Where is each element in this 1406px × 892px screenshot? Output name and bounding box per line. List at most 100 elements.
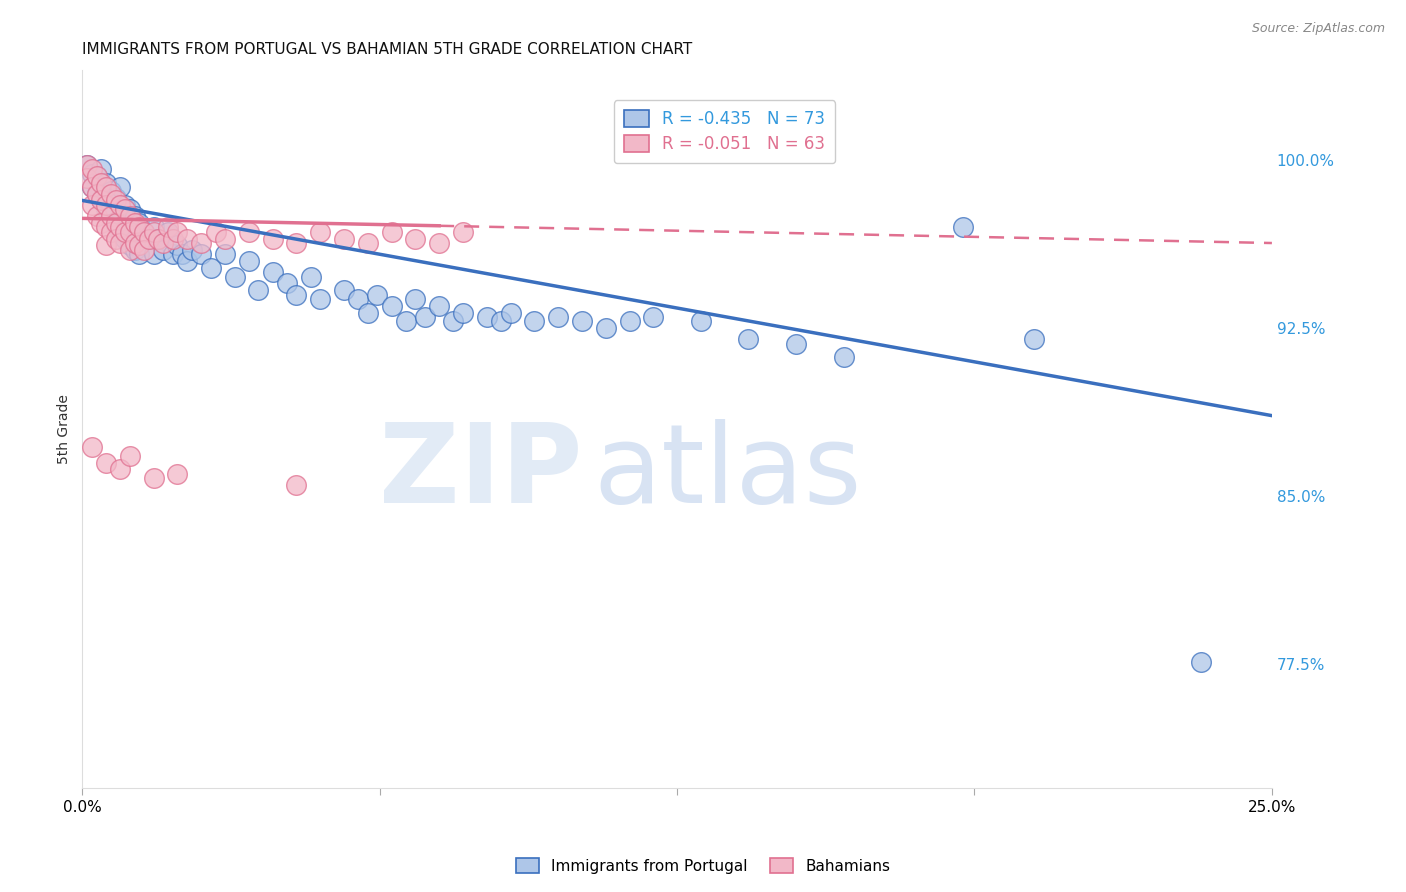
Point [547,310,569,324]
Point [100,186,122,201]
Point [134,243,156,257]
Point [86,209,108,223]
Point [190,247,212,261]
Point [152,243,174,257]
Point [104,218,127,232]
Point [138,231,160,245]
Point [299,269,322,284]
Point [128,238,150,252]
Point [285,235,308,250]
Point [118,209,141,223]
Text: atlas: atlas [593,418,862,525]
Point [118,449,141,463]
Text: ZIP: ZIP [378,418,582,525]
Point [166,238,188,252]
Point [347,292,370,306]
Point [357,305,380,319]
Point [224,269,246,284]
Point [200,260,222,275]
Point [180,243,202,257]
Point [689,314,711,328]
Point [443,314,465,328]
Point [571,314,593,328]
Point [124,235,146,250]
Point [124,243,146,257]
Point [118,243,141,257]
Point [523,314,546,328]
Legend: R = -0.435   N = 73, R = -0.051   N = 63: R = -0.435 N = 73, R = -0.051 N = 63 [614,100,835,163]
Point [86,186,108,201]
Point [333,283,356,297]
Point [86,169,108,183]
Point [262,265,284,279]
Point [832,351,855,365]
Point [94,202,117,217]
Point [404,292,426,306]
Point [451,225,474,239]
Point [381,299,404,313]
Point [148,231,170,245]
Point [1022,333,1045,347]
Point [76,158,98,172]
Point [80,440,103,454]
Point [152,235,174,250]
Point [156,220,179,235]
Point [80,198,103,212]
Point [80,180,103,194]
Point [381,225,404,239]
Point [404,231,426,245]
Y-axis label: 5th Grade: 5th Grade [58,394,72,464]
Point [114,231,136,245]
Legend: Immigrants from Portugal, Bahamians: Immigrants from Portugal, Bahamians [509,852,897,880]
Point [190,235,212,250]
Point [142,247,165,261]
Point [737,333,759,347]
Point [176,231,198,245]
Point [80,167,103,181]
Point [238,225,260,239]
Point [214,247,236,261]
Point [427,235,450,250]
Point [104,194,127,208]
Point [94,180,117,194]
Point [94,238,117,252]
Point [166,225,188,239]
Point [952,220,974,235]
Point [138,231,160,245]
Point [172,247,194,261]
Point [142,220,165,235]
Point [94,220,117,235]
Point [114,198,136,212]
Point [427,299,450,313]
Point [90,162,112,177]
Point [395,314,418,328]
Point [118,238,141,252]
Point [134,225,156,239]
Point [204,225,226,239]
Point [134,225,156,239]
Point [785,337,807,351]
Point [110,235,132,250]
Point [276,277,298,291]
Point [489,314,512,328]
Point [90,194,112,208]
Point [86,169,108,183]
Point [86,186,108,201]
Point [451,305,474,319]
Point [142,225,165,239]
Point [413,310,436,324]
Point [475,310,498,324]
Point [1189,655,1212,669]
Point [110,225,132,239]
Point [100,185,122,199]
Point [238,254,260,268]
Point [499,305,522,319]
Point [90,216,112,230]
Point [619,314,641,328]
Point [100,209,122,223]
Point [100,209,122,223]
Point [104,231,127,245]
Point [118,225,141,239]
Point [285,478,308,492]
Point [128,216,150,230]
